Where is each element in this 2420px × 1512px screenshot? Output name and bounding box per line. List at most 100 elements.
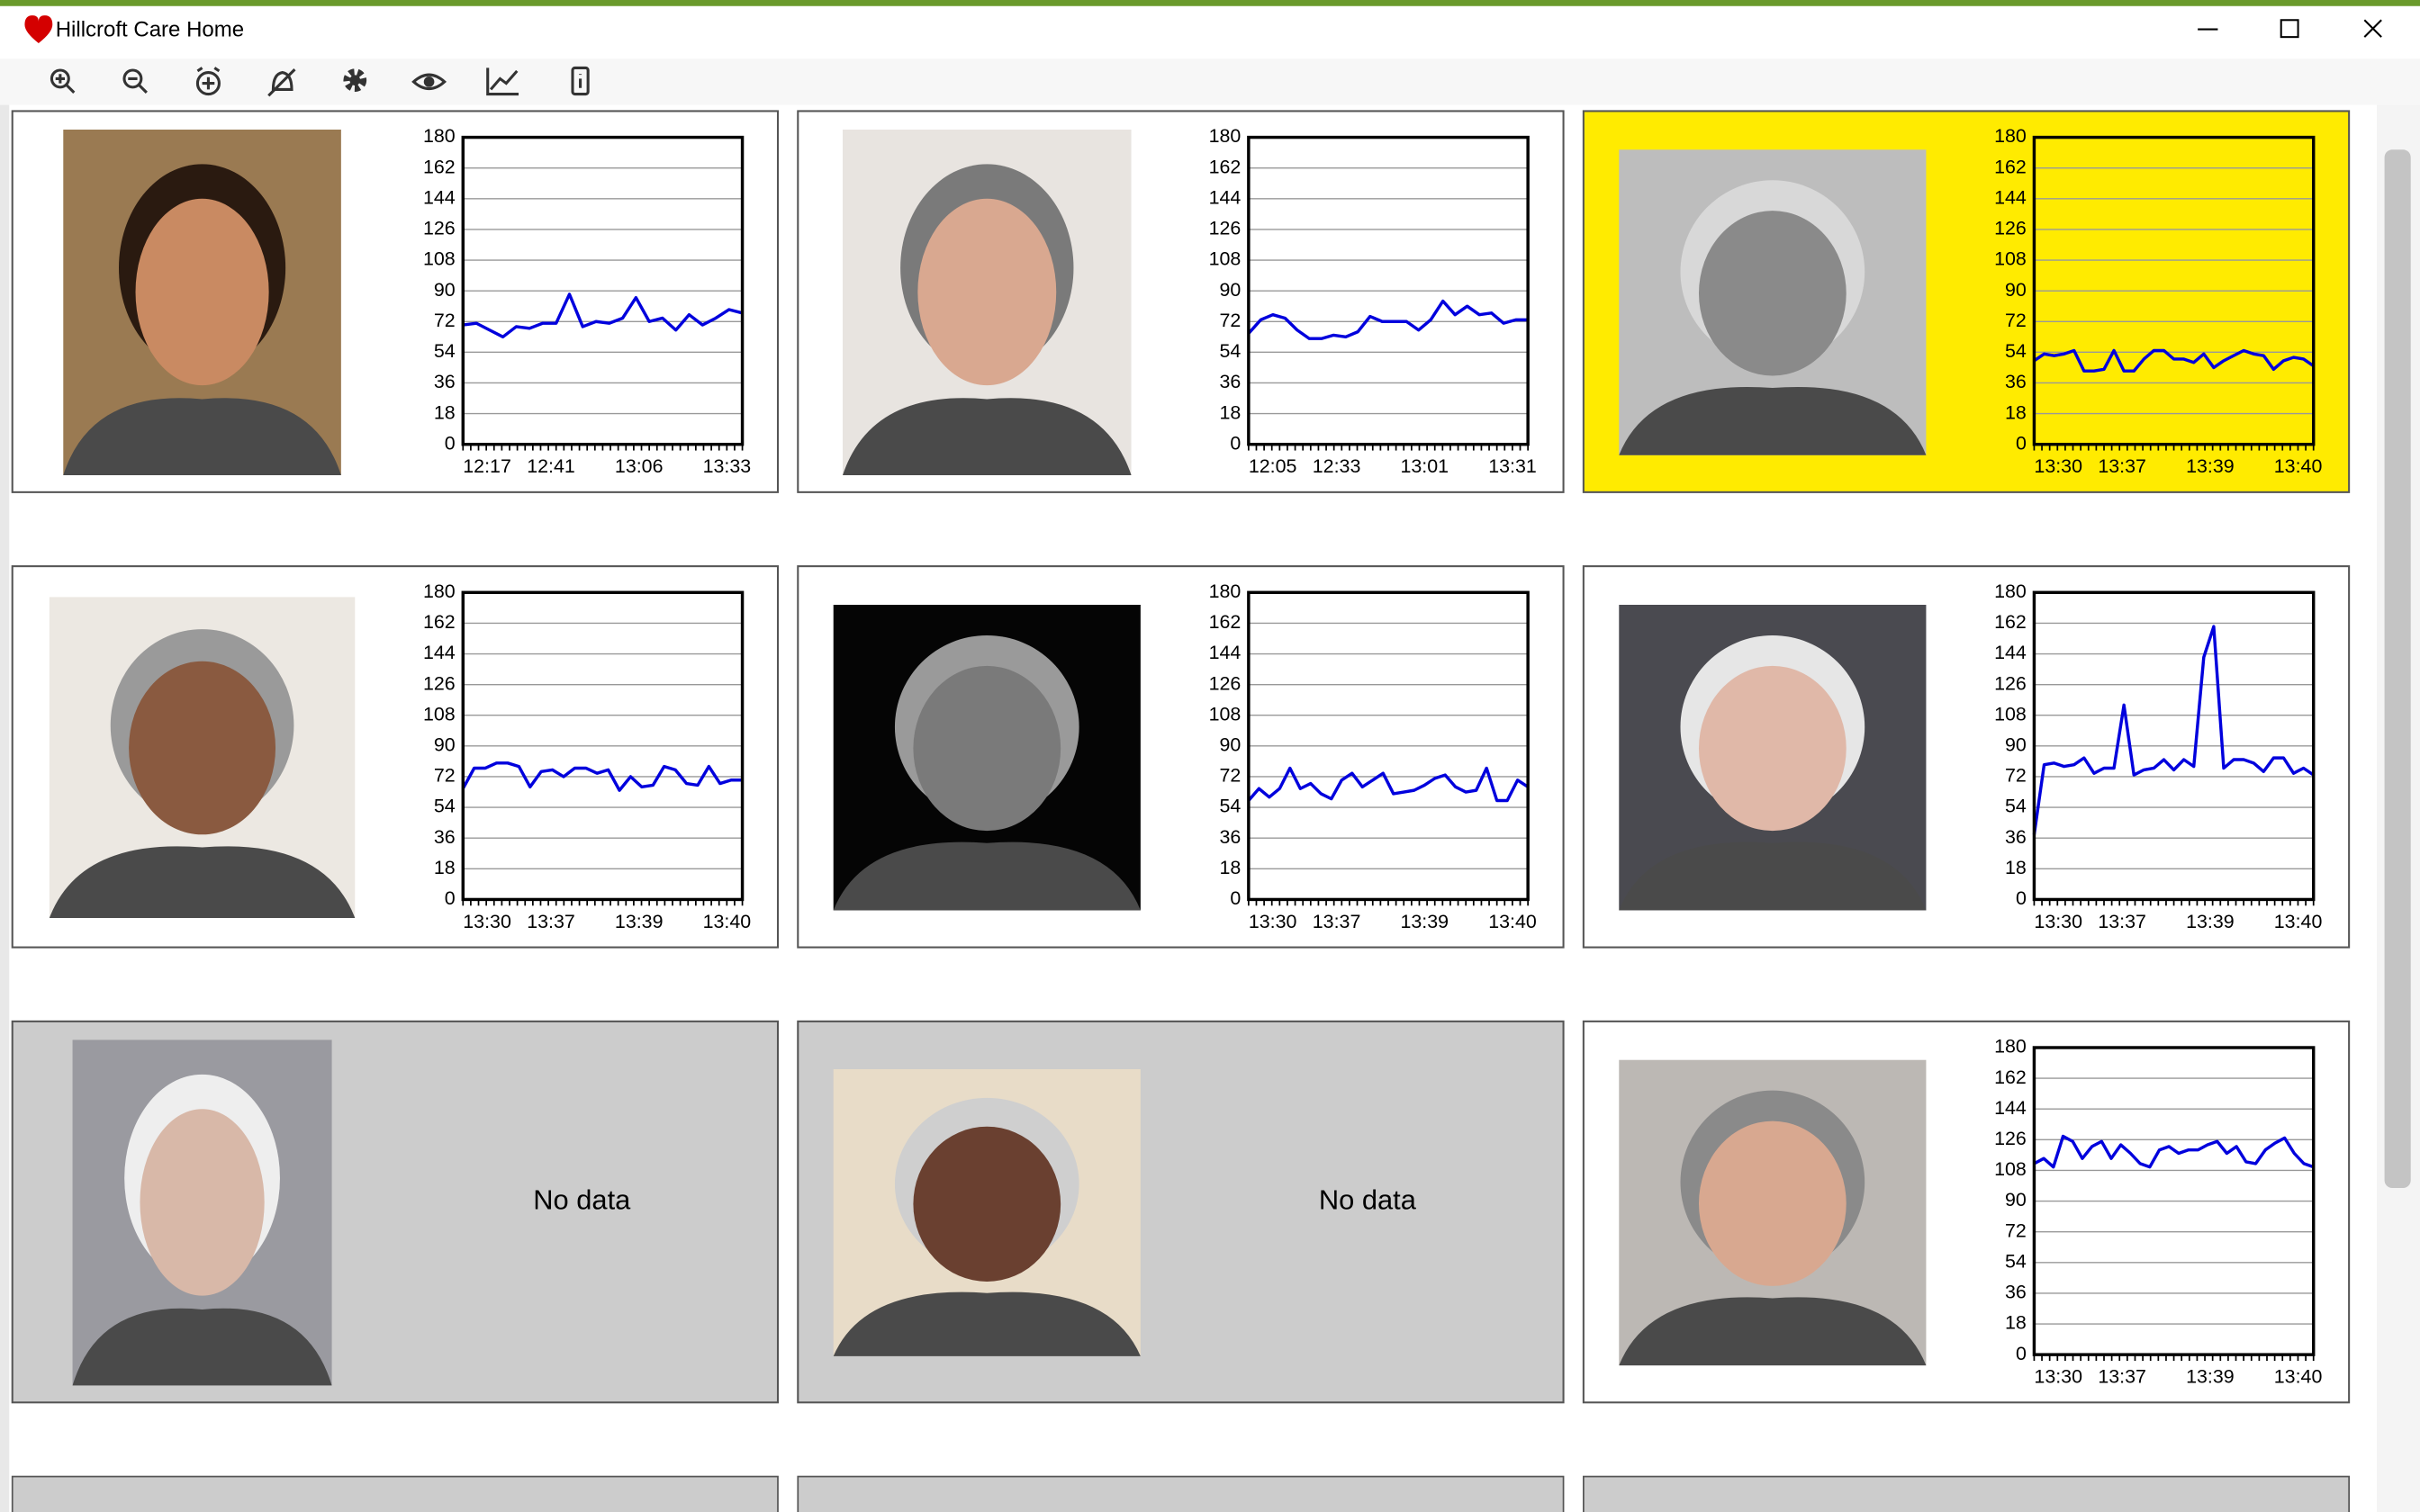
settings-button[interactable] [343, 68, 367, 92]
y-tick-label: 162 [1994, 611, 2027, 633]
y-tick-label: 54 [2005, 1250, 2027, 1272]
resident-panel[interactable]: 0 18 36 54 72 90 108 126 144 162 180 12:05 12:33 13:0… [797, 110, 1565, 493]
y-tick-label: 54 [1219, 340, 1241, 362]
app-icon [24, 15, 53, 43]
y-tick-label: 0 [1230, 432, 1241, 454]
add-alarm-button[interactable] [195, 67, 221, 96]
zoom-out-button[interactable] [122, 68, 148, 94]
y-tick-label: 162 [1994, 1066, 2027, 1088]
y-tick-label: 90 [1219, 279, 1241, 301]
resident-panel[interactable]: 0 18 36 54 72 90 108 126 144 162 180 13:30 13:37 13:3… [11, 565, 780, 949]
y-tick-label: 144 [1994, 186, 2027, 208]
heart-rate-line [463, 292, 743, 339]
y-tick-label: 90 [2005, 734, 2027, 756]
x-tick-label: 13:39 [2186, 911, 2235, 932]
x-tick-label: 13:30 [1249, 911, 1297, 932]
y-tick-label: 108 [1994, 703, 2027, 724]
resident-panel[interactable]: 0 18 36 54 72 90 108 126 144 162 180 13:30 13:37 13:3… [797, 565, 1565, 949]
resident-photo [72, 1040, 332, 1386]
photo-face [1698, 211, 1847, 376]
y-tick-label: 72 [1219, 310, 1241, 331]
maximize-button[interactable] [2280, 19, 2299, 39]
x-tick-label: 12:17 [463, 455, 511, 477]
y-tick-label: 126 [1994, 1128, 2027, 1149]
y-tick-label: 162 [1994, 156, 2027, 177]
plot-frame [2032, 590, 2316, 902]
y-tick-label: 36 [434, 826, 456, 848]
resident-photo [1619, 149, 1927, 455]
resident-photo [1619, 605, 1927, 911]
y-tick-label: 108 [423, 703, 456, 724]
y-tick-label: 18 [2005, 857, 2027, 878]
y-tick-label: 144 [1994, 1097, 2027, 1119]
y-tick-label: 90 [1219, 734, 1241, 756]
x-tick-label: 13:39 [1400, 911, 1449, 932]
y-tick-label: 72 [434, 310, 456, 331]
panel[interactable] [11, 1475, 779, 1512]
view-button[interactable] [411, 73, 447, 91]
y-tick-label: 144 [423, 642, 456, 663]
resident-photo [833, 605, 1141, 911]
resident-photo [833, 1069, 1141, 1356]
y-tick-label: 72 [1219, 765, 1241, 787]
x-tick-label: 13:30 [463, 911, 511, 932]
y-tick-label: 36 [2005, 1282, 2027, 1303]
y-tick-label: 90 [2005, 1189, 2027, 1210]
y-tick-label: 0 [445, 887, 456, 909]
heart-rate-line [2032, 625, 2315, 835]
resident-panel[interactable]: 0 18 36 54 72 90 108 126 144 162 180 13:30 13:37 13:3… [1582, 110, 2351, 493]
y-tick-label: 90 [434, 279, 456, 301]
mute-alarm-button[interactable] [267, 68, 296, 97]
resident-panel[interactable]: 0 18 36 54 72 90 108 126 144 162 180 13:30 13:37 13:3… [1582, 565, 2351, 949]
y-tick-label: 162 [1209, 156, 1242, 177]
resident-panel[interactable]: 0 18 36 54 72 90 108 126 144 162 180 13:30 13:37 13:3… [1582, 1020, 2351, 1404]
photo-face [140, 1109, 265, 1296]
x-tick-label: 13:30 [2034, 1366, 2082, 1388]
resident-panel[interactable]: 0 18 36 54 72 90 108 126 144 162 180 12:17 12:41 13:0… [11, 110, 780, 493]
y-tick-label: 108 [1994, 248, 2027, 270]
x-tick-label: 13:01 [1400, 455, 1449, 477]
resident-panel[interactable]: No data [797, 1020, 1565, 1404]
x-tick-label: 13:40 [2274, 1366, 2323, 1388]
photo-shoulders [49, 846, 356, 918]
y-tick-label: 180 [1994, 1036, 2027, 1058]
y-tick-label: 36 [2005, 371, 2027, 392]
y-tick-label: 54 [2005, 796, 2027, 817]
toolbar [0, 58, 2420, 105]
x-tick-label: 12:05 [1249, 455, 1297, 477]
y-tick-label: 126 [423, 672, 456, 694]
y-tick-label: 90 [434, 734, 456, 756]
x-tick-label: 13:37 [2098, 1366, 2146, 1388]
device-button[interactable] [571, 66, 590, 96]
resident-photo [1619, 1059, 1927, 1366]
panel[interactable] [1583, 1475, 2350, 1512]
y-tick-label: 180 [423, 125, 456, 147]
x-tick-label: 13:30 [2034, 455, 2082, 477]
resident-photo [49, 597, 356, 918]
y-tick-label: 72 [2005, 1220, 2027, 1241]
photo-face [913, 665, 1061, 832]
scrollbar-thumb[interactable] [2384, 149, 2411, 1188]
plot-frame [2032, 1046, 2316, 1356]
y-tick-label: 54 [434, 340, 456, 362]
y-tick-label: 72 [2005, 765, 2027, 787]
photo-face [917, 198, 1057, 386]
close-button[interactable] [2363, 19, 2382, 38]
photo-face [913, 1126, 1061, 1282]
y-tick-label: 54 [2005, 340, 2027, 362]
panel[interactable] [797, 1475, 1565, 1512]
no-data-message: No data [1319, 1184, 1417, 1216]
zoom-in-button[interactable] [50, 68, 76, 94]
x-tick-label: 13:40 [1488, 911, 1537, 932]
chart-button[interactable] [486, 68, 519, 96]
y-tick-label: 54 [1219, 796, 1241, 817]
no-data-message: No data [533, 1184, 631, 1216]
y-tick-label: 18 [2005, 1312, 2027, 1334]
x-tick-label: 13:33 [703, 455, 752, 477]
y-tick-label: 180 [423, 580, 456, 602]
resident-panel[interactable]: No data [11, 1020, 780, 1404]
y-tick-label: 108 [1209, 703, 1242, 724]
y-tick-label: 180 [1209, 580, 1242, 602]
y-tick-label: 36 [434, 371, 456, 392]
